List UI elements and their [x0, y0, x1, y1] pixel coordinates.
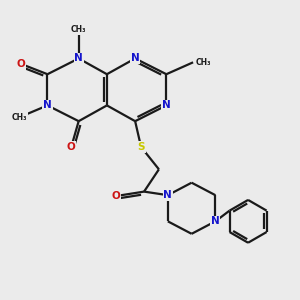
Text: O: O: [16, 59, 25, 69]
Text: CH₃: CH₃: [71, 25, 86, 34]
Text: CH₃: CH₃: [11, 113, 27, 122]
Text: N: N: [164, 190, 172, 200]
Text: N: N: [162, 100, 171, 110]
Text: CH₃: CH₃: [196, 58, 212, 67]
Text: O: O: [111, 191, 120, 201]
Text: S: S: [137, 142, 145, 152]
Text: N: N: [74, 53, 83, 64]
Text: N: N: [43, 100, 52, 110]
Text: O: O: [67, 142, 76, 152]
Text: N: N: [131, 53, 140, 64]
Text: N: N: [211, 216, 220, 226]
